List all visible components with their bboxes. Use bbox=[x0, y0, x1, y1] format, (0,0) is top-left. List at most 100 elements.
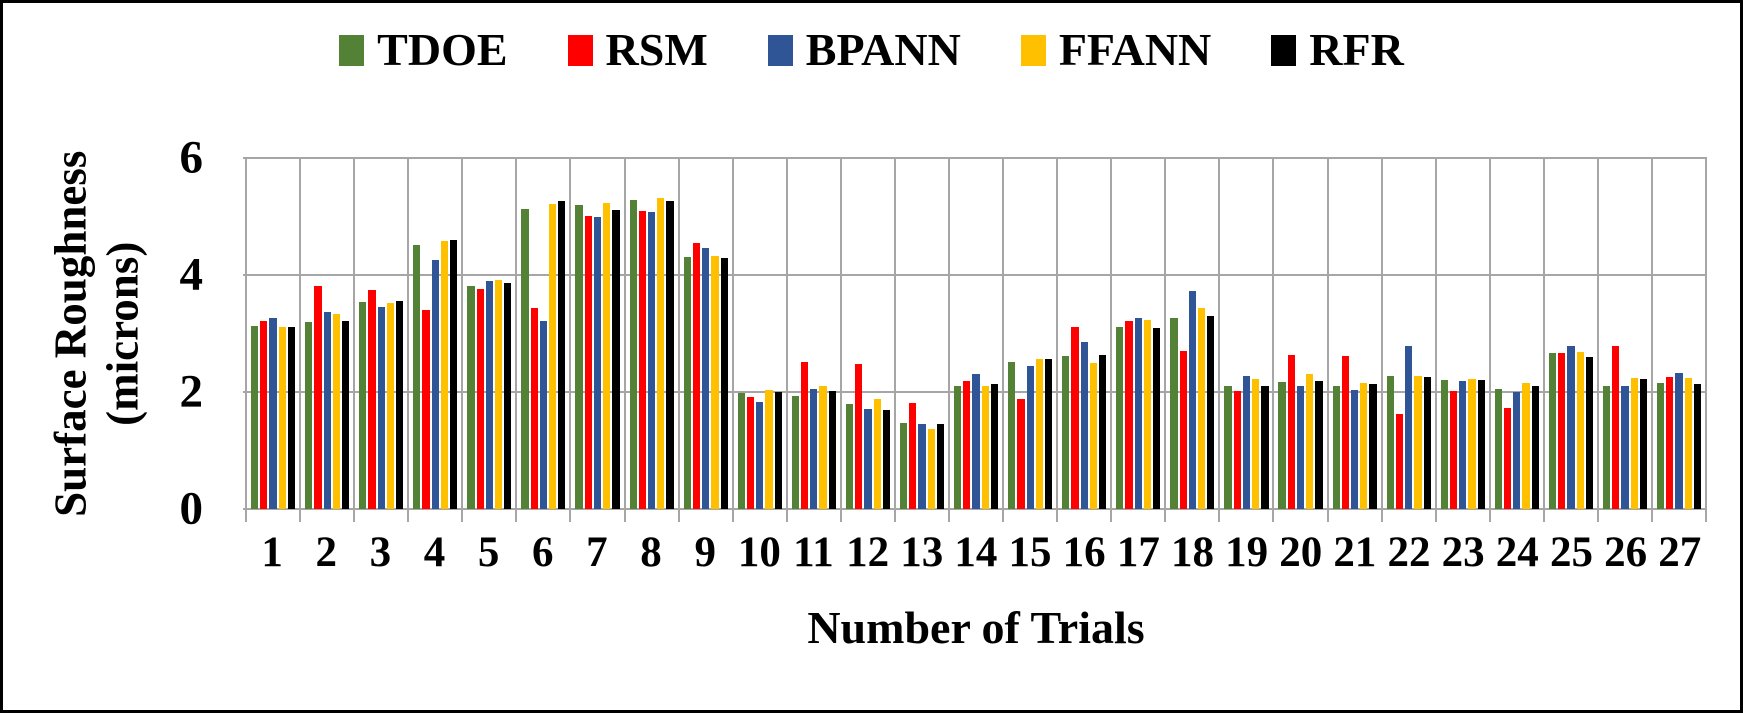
bar-group-trial-27 bbox=[1651, 158, 1705, 509]
bar-bpann-trial-1 bbox=[269, 317, 277, 509]
bar-bpann-trial-2 bbox=[323, 311, 331, 509]
x-tick-label-19: 19 bbox=[1225, 529, 1269, 576]
x-tick bbox=[1164, 509, 1218, 522]
bar-group-trial-13 bbox=[893, 158, 948, 509]
x-tick bbox=[893, 509, 948, 522]
bar-group-trial-5 bbox=[461, 158, 515, 509]
horizontal-gridline bbox=[243, 508, 1707, 510]
bar-rsm-trial-10 bbox=[746, 397, 755, 509]
x-tick-label-25: 25 bbox=[1549, 529, 1593, 576]
x-tick-label-5: 5 bbox=[477, 529, 500, 576]
x-tick bbox=[731, 509, 786, 522]
x-tick bbox=[1651, 509, 1705, 522]
x-tick-label-17: 17 bbox=[1116, 529, 1160, 576]
bar-rsm-trial-3 bbox=[368, 290, 376, 509]
x-tick bbox=[785, 509, 840, 522]
x-tick bbox=[353, 509, 407, 522]
y-axis-title-line1: Surface Roughness bbox=[45, 150, 96, 517]
x-tick bbox=[1056, 509, 1110, 522]
bar-ffann-trial-21 bbox=[1360, 382, 1368, 509]
bar-tdoe-trial-5 bbox=[467, 285, 475, 509]
bar-rfr-trial-27 bbox=[1693, 383, 1702, 509]
bar-bpann-trial-3 bbox=[377, 306, 385, 509]
bar-rfr-trial-25 bbox=[1585, 356, 1593, 509]
bar-bpann-trial-16 bbox=[1080, 341, 1088, 509]
bar-rfr-trial-11 bbox=[828, 391, 836, 509]
x-tick-label-4: 4 bbox=[423, 529, 446, 576]
bar-group-trial-12 bbox=[839, 158, 894, 509]
x-tick-label-2: 2 bbox=[315, 529, 337, 576]
bar-rfr-trial-20 bbox=[1315, 380, 1323, 509]
bar-ffann-trial-4 bbox=[440, 240, 449, 509]
x-tick-label-27: 27 bbox=[1658, 529, 1702, 576]
bar-tdoe-trial-21 bbox=[1332, 385, 1340, 509]
bar-rfr-trial-15 bbox=[1044, 358, 1053, 509]
bar-ffann-trial-12 bbox=[873, 399, 881, 509]
x-tick-label-11: 11 bbox=[793, 529, 834, 576]
bar-tdoe-trial-14 bbox=[954, 386, 962, 509]
bar-rfr-trial-22 bbox=[1423, 376, 1431, 509]
x-tick-label-3: 3 bbox=[369, 529, 392, 576]
horizontal-gridline bbox=[243, 273, 1707, 276]
legend-label: RSM bbox=[605, 24, 708, 75]
legend-swatch-rfr bbox=[1271, 34, 1297, 66]
bar-bpann-trial-5 bbox=[485, 281, 493, 509]
bar-rsm-trial-24 bbox=[1504, 407, 1512, 509]
bar-rfr-trial-26 bbox=[1639, 378, 1648, 509]
x-tick bbox=[569, 509, 623, 522]
bar-bpann-trial-15 bbox=[1026, 365, 1034, 509]
x-tick-label-24: 24 bbox=[1495, 529, 1539, 576]
bar-bpann-trial-17 bbox=[1134, 318, 1142, 509]
bar-rfr-trial-5 bbox=[504, 283, 512, 509]
bar-bpann-trial-19 bbox=[1242, 375, 1251, 509]
x-tick-label-12: 12 bbox=[846, 529, 890, 576]
bar-rsm-trial-18 bbox=[1179, 351, 1187, 509]
bar-ffann-trial-27 bbox=[1684, 377, 1692, 509]
bar-group-trial-9 bbox=[677, 158, 732, 509]
bar-ffann-trial-26 bbox=[1630, 377, 1638, 509]
y-tick-label: 6 bbox=[179, 131, 204, 184]
bar-tdoe-trial-7 bbox=[575, 205, 583, 509]
legend-item-rsm: RSM bbox=[567, 24, 708, 75]
x-tick-label-20: 20 bbox=[1279, 529, 1323, 576]
y-axis-tick-labels: 6 4 2 0 bbox=[153, 134, 204, 532]
bar-ffann-trial-23 bbox=[1468, 378, 1476, 509]
bar-bpann-trial-7 bbox=[593, 216, 602, 509]
bar-group-trial-11 bbox=[785, 158, 840, 509]
legend-label: FFANN bbox=[1058, 24, 1212, 75]
bar-tdoe-trial-10 bbox=[737, 393, 745, 509]
bar-group-trial-22 bbox=[1380, 158, 1435, 509]
bar-rfr-trial-12 bbox=[882, 409, 890, 509]
bar-rsm-trial-6 bbox=[530, 307, 538, 509]
bar-rfr-trial-1 bbox=[287, 327, 296, 509]
bar-rfr-trial-21 bbox=[1369, 383, 1377, 509]
bar-tdoe-trial-6 bbox=[521, 209, 529, 509]
horizontal-gridline bbox=[243, 157, 1707, 159]
bar-bpann-trial-13 bbox=[918, 424, 926, 509]
x-tick bbox=[461, 509, 515, 522]
bar-group-trial-24 bbox=[1488, 158, 1543, 509]
bar-tdoe-trial-18 bbox=[1170, 317, 1178, 509]
bar-bpann-trial-8 bbox=[647, 211, 656, 509]
bar-rfr-trial-23 bbox=[1477, 379, 1485, 509]
bar-ffann-trial-19 bbox=[1252, 379, 1260, 509]
legend-item-tdoe: TDOE bbox=[339, 27, 508, 73]
x-tick-label-22: 22 bbox=[1387, 529, 1431, 576]
x-tick bbox=[1542, 509, 1597, 522]
x-tick-label-6: 6 bbox=[532, 529, 554, 576]
bar-rfr-trial-14 bbox=[990, 384, 999, 509]
bar-group-trial-25 bbox=[1542, 158, 1597, 509]
bar-ffann-trial-16 bbox=[1089, 363, 1098, 509]
bar-tdoe-trial-8 bbox=[629, 199, 637, 509]
bar-tdoe-trial-27 bbox=[1657, 382, 1665, 509]
bar-rsm-trial-4 bbox=[422, 309, 430, 509]
x-tick-label-7: 7 bbox=[586, 529, 608, 576]
bar-bpann-trial-4 bbox=[431, 260, 439, 509]
bar-tdoe-trial-26 bbox=[1602, 386, 1611, 509]
bar-tdoe-trial-15 bbox=[1008, 361, 1016, 509]
x-axis-tick-labels: 1 2 3 4 5 6 7 8 9 10 11 12 13 14 15 16 17 18 19 20 21 22 23 24 2… bbox=[245, 529, 1707, 576]
x-tick bbox=[677, 509, 732, 522]
bar-group-trial-18 bbox=[1164, 158, 1218, 509]
legend-item-bpann: BPANN bbox=[767, 27, 961, 73]
legend-item-ffann: FFANN bbox=[1020, 24, 1212, 75]
